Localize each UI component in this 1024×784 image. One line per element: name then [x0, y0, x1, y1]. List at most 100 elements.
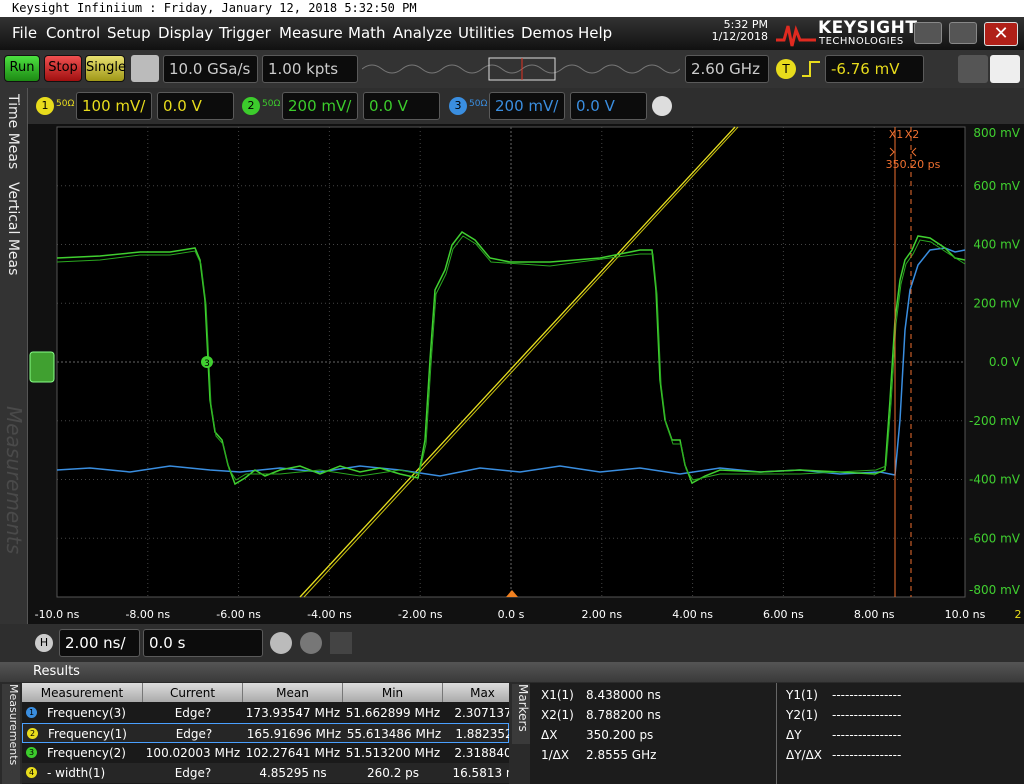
autoscale-button[interactable]	[131, 55, 159, 82]
x-axis-label: -6.00 ns	[216, 608, 261, 621]
menu-item[interactable]: Demos	[521, 24, 574, 42]
x-axis-label: -10.0 ns	[35, 608, 80, 621]
menu-item[interactable]: Analyze	[393, 24, 453, 42]
menu-item[interactable]: Utilities	[458, 24, 515, 42]
result-cell: 51.513200 MHz	[345, 746, 441, 760]
marker-value: ----------------	[832, 708, 902, 722]
channel-offset[interactable]: 0.0 V	[363, 92, 440, 120]
maximize-button[interactable]	[949, 22, 977, 44]
result-cell: Frequency(2)	[47, 746, 126, 760]
result-cell: Edge?	[174, 766, 212, 780]
y-axis-label: -400 mV	[969, 473, 1021, 487]
menu-item[interactable]: Display	[158, 24, 214, 42]
column-header[interactable]: Min	[343, 683, 443, 702]
menu-item[interactable]: Setup	[107, 24, 151, 42]
result-cell: 102.27641 MHz	[245, 746, 341, 760]
menu-item[interactable]: File	[12, 24, 38, 42]
timebase-badge: H	[35, 634, 53, 652]
results-tab[interactable]: Measurements	[2, 684, 20, 784]
result-row[interactable]: 2 Frequency(1) Edge? 165.91696 MHz 55.613486…	[22, 723, 509, 743]
marker-value: 350.200 ps	[586, 728, 654, 742]
single-button[interactable]: Single	[85, 55, 126, 82]
bandwidth[interactable]: 2.60 GHz	[685, 55, 769, 83]
title-bar: Keysight Infiniium : Friday, January 12,…	[0, 0, 1024, 17]
y-axis-label: 600 mV	[973, 179, 1020, 193]
ground-marker[interactable]	[29, 351, 55, 383]
timebase-position[interactable]: 0.0 s	[143, 629, 263, 657]
marker-label: Y1(1)	[786, 688, 818, 702]
marker-label: X1(1)	[541, 688, 574, 702]
navigate-button[interactable]	[300, 632, 322, 654]
sample-rate[interactable]: 10.0 GSa/s	[163, 55, 258, 83]
result-row[interactable]: 3 Frequency(2) 100.02003 MHz 102.27641 MHz 5…	[22, 743, 509, 763]
channel-badge[interactable]: 2	[242, 97, 260, 115]
timebase-row: H 2.00 ns/ 0.0 s	[0, 624, 1024, 662]
menu-item[interactable]: Measure	[279, 24, 343, 42]
channel-row: 1 50Ω 100 mV/0.0 V 2 50Ω 200 mV/0.0 V 3 50Ω 200 …	[28, 88, 1024, 124]
marker-label: ΔY	[786, 728, 802, 742]
x-axis-label: -2.00 ns	[398, 608, 443, 621]
marker-value: ----------------	[832, 748, 902, 762]
results-table: Measurement Current Mean Min Max 1 Frequency(3…	[22, 683, 509, 784]
add-channel-button[interactable]	[652, 96, 672, 116]
tool-button[interactable]	[958, 55, 988, 83]
result-cell: 1.882352	[455, 727, 509, 741]
column-header[interactable]: Measurement	[22, 683, 143, 702]
menu-item[interactable]: Trigger	[219, 24, 271, 42]
y-axis-label: 200 mV	[973, 296, 1020, 310]
y-axis-label: 800 mV	[973, 126, 1020, 140]
y-axis-label: 0.0 V	[989, 355, 1021, 369]
channel-scale[interactable]: 200 mV/	[489, 92, 565, 120]
channel-scale[interactable]: 100 mV/	[76, 92, 152, 120]
channel-badge[interactable]: 1	[36, 97, 54, 115]
marker-label: 1/ΔX	[541, 748, 570, 762]
touch-button[interactable]	[990, 55, 1020, 83]
y-axis-label: -600 mV	[969, 531, 1021, 545]
marker-value: ----------------	[832, 728, 902, 742]
y-axis-label: -800 mV	[969, 583, 1021, 597]
close-button[interactable]: ✕	[984, 22, 1018, 46]
trigger-edge-icon[interactable]	[800, 58, 822, 80]
menu-item[interactable]: Math	[348, 24, 386, 42]
y-axis-label: 400 mV	[973, 238, 1020, 252]
stop-button[interactable]: Stop	[44, 55, 82, 82]
column-header[interactable]: Current	[143, 683, 243, 702]
run-button[interactable]: Run	[4, 55, 40, 82]
waveform-display: X1 X2 350.20 ps 3 -10.0 ns -8.00 ns -6.00 …	[28, 124, 1024, 624]
timebase-scale[interactable]: 2.00 ns/	[59, 629, 140, 657]
minimize-button[interactable]	[914, 22, 942, 44]
result-row[interactable]: 1 Frequency(3) Edge? 173.93547 MHz 51.662899…	[22, 703, 509, 723]
x-axis-label: -8.00 ns	[125, 608, 170, 621]
result-row[interactable]: 4 - width(1) Edge? 4.85295 ns 260.2 ps 16.581…	[22, 763, 509, 783]
marker-label: Y2(1)	[786, 708, 818, 722]
result-cell: 51.662899 MHz	[345, 706, 441, 720]
result-cell: 2.318840	[454, 746, 509, 760]
column-header[interactable]: Mean	[243, 683, 343, 702]
channel-badge[interactable]: 3	[449, 97, 467, 115]
side-tab[interactable]: Time Meas	[5, 94, 21, 170]
divider	[776, 683, 777, 784]
marker-label: ΔY/ΔX	[786, 748, 823, 762]
trigger-badge: T	[776, 59, 796, 79]
side-tab[interactable]: Measurements	[2, 406, 26, 555]
row-badge: 4	[26, 767, 37, 778]
menu-item[interactable]: Control	[46, 24, 101, 42]
channel-scale[interactable]: 200 mV/	[282, 92, 358, 120]
side-tabs: Time Meas Vertical Meas Measurements	[0, 88, 28, 638]
markers-tab[interactable]: Markers	[512, 684, 530, 744]
result-cell: 100.02003 MHz	[145, 746, 241, 760]
channel-offset[interactable]: 0.0 V	[157, 92, 234, 120]
pin-button[interactable]	[330, 632, 352, 654]
marker-value: 8.438000 ns	[586, 688, 661, 702]
trigger-level[interactable]: -6.76 mV	[825, 55, 924, 83]
memory-depth[interactable]: 1.00 kpts	[262, 55, 358, 83]
column-header[interactable]: Max	[443, 683, 509, 702]
window-title: Keysight Infiniium : Friday, January 12,…	[12, 1, 417, 15]
side-tab[interactable]: Vertical Meas	[5, 182, 21, 276]
zoom-button[interactable]	[270, 632, 292, 654]
menu-item[interactable]: Help	[578, 24, 613, 42]
marker-label: ΔX	[541, 728, 558, 742]
marker-value: 8.788200 ns	[586, 708, 661, 722]
result-cell: Edge?	[175, 727, 213, 741]
channel-offset[interactable]: 0.0 V	[570, 92, 647, 120]
